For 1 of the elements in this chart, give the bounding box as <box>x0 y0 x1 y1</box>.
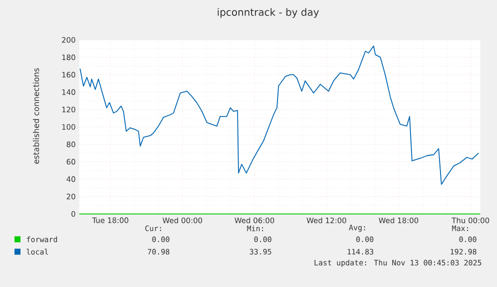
chart-title: ipconntrack - by day <box>218 8 319 18</box>
